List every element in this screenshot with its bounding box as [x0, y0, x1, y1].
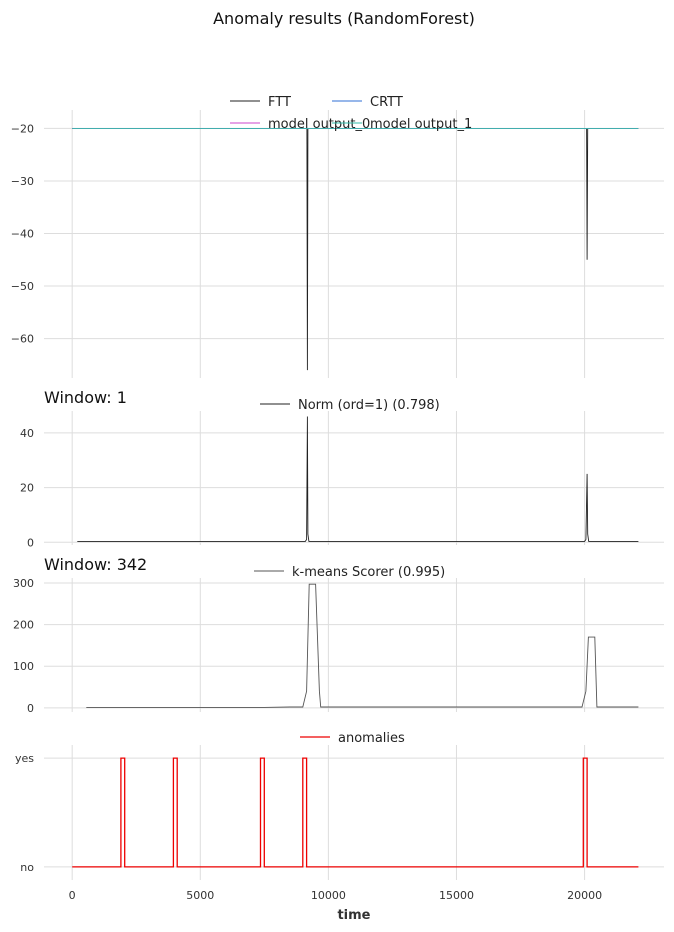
y-tick-label: no	[20, 861, 34, 874]
legend-label: Norm (ord=1) (0.798)	[298, 398, 440, 413]
y-tick-label: 0	[27, 702, 34, 715]
panel-3: 0 100 200 300 k-means Scorer (0.995)	[13, 565, 664, 715]
legend-label: FTT	[268, 95, 291, 110]
y-tick-label: −40	[11, 227, 34, 240]
x-axis-label: time	[337, 908, 370, 923]
panel-2: 0 20 40 Norm (ord=1) (0.798)	[20, 398, 664, 549]
y-tick-label: −50	[11, 280, 34, 293]
window-1-title: Window: 1	[44, 388, 127, 407]
series-line-norm-ord-1-0-798-	[77, 416, 639, 542]
series-line-ftt	[72, 127, 639, 371]
y-tick-label: −60	[11, 333, 34, 346]
y-tick-label: 300	[13, 577, 34, 590]
y-tick-label: 0	[27, 536, 34, 549]
series-line-anomalies	[72, 757, 639, 868]
x-tick-label: 0	[69, 889, 76, 902]
legend-label: model output_0	[268, 117, 370, 132]
legend-label: k-means Scorer (0.995)	[292, 565, 445, 580]
y-tick-label: yes	[15, 752, 34, 765]
x-tick-label: 5000	[186, 889, 214, 902]
legend-label: anomalies	[338, 731, 405, 746]
y-tick-label: −20	[11, 122, 34, 135]
figure-title: Anomaly results (RandomForest)	[213, 9, 475, 28]
legend-label: CRTT	[370, 95, 403, 110]
legend-label: model output_1	[370, 117, 472, 132]
x-tick-label: 10000	[311, 889, 346, 902]
y-tick-label: 100	[13, 660, 34, 673]
y-tick-label: 40	[20, 427, 34, 440]
series-line-k-means-scorer-0-995-	[86, 583, 639, 708]
x-tick-label: 20000	[567, 889, 602, 902]
y-tick-label: 200	[13, 619, 34, 632]
y-tick-label: −30	[11, 175, 34, 188]
window-342-title: Window: 342	[44, 555, 147, 574]
panel-4: no yes 0 5000 10000 15000 20000 anomalies	[15, 731, 664, 902]
x-tick-label: 15000	[439, 889, 474, 902]
y-tick-label: 20	[20, 482, 34, 495]
